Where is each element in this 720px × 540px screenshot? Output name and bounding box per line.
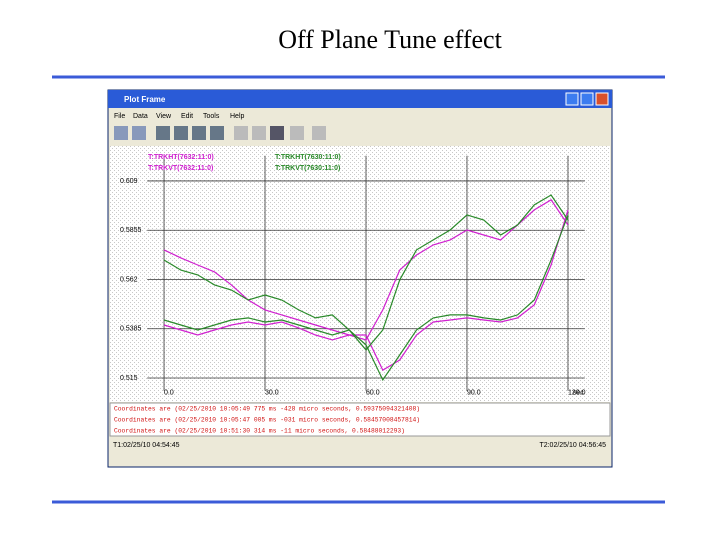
tool-button[interactable] (174, 126, 188, 140)
menu-item[interactable]: Edit (181, 113, 193, 120)
window: Plot Frame File Data View Edit Tools Hel… (107, 89, 613, 468)
maximize-button[interactable] (580, 92, 594, 106)
tool-button[interactable] (132, 126, 146, 140)
console-panel (109, 402, 611, 437)
x-tick-label: 60.0 (366, 389, 380, 396)
series-line (163, 209, 569, 371)
series-line (163, 198, 569, 341)
tool-button[interactable] (312, 126, 326, 140)
y-tick-label: 0.562 (120, 276, 138, 283)
legend-entry: T:TRKVT(7632:11:0) (148, 165, 213, 172)
tool-button[interactable] (234, 126, 248, 140)
menu-item[interactable]: View (156, 113, 172, 120)
x-tick-label: 90.0 (467, 389, 481, 396)
tool-button[interactable] (192, 126, 206, 140)
x-axis-label: sec (573, 389, 584, 396)
tool-button[interactable] (252, 126, 266, 140)
y-tick-label: 0.5385 (120, 326, 142, 333)
x-tick-label: 0.0 (164, 389, 174, 396)
chart: 0.515 0.5385 0.562 0.5855 0.609 0.0 30.0 60.0 90… (120, 154, 586, 397)
tool-button[interactable] (210, 126, 224, 140)
legend-entry: T:TRKVT(7630:11:0) (275, 165, 340, 172)
tool-button[interactable] (114, 126, 128, 140)
console-line: Coordinates are (02/25/2010 10:05:47 005… (114, 417, 420, 424)
menu-item[interactable]: Tools (203, 113, 220, 120)
menu-item[interactable]: Help (230, 113, 245, 120)
menu-item[interactable]: File (114, 113, 125, 120)
minimize-button[interactable] (565, 92, 579, 106)
menu-item[interactable]: Data (133, 113, 148, 120)
x-tick-label: 30.0 (265, 389, 279, 396)
console-line: Coordinates are (02/25/2010 10:05:49 775… (114, 406, 420, 413)
console-line: Coordinates are (02/25/2010 10:51:30 314… (114, 428, 405, 435)
plot-background (110, 146, 610, 402)
close-button[interactable] (595, 92, 609, 106)
window-title: Plot Frame (124, 95, 166, 104)
slide-title: Off Plane Tune effect (278, 25, 502, 54)
tool-button[interactable] (270, 126, 284, 140)
x-tick-label: 120.0 (568, 389, 586, 396)
tool-button[interactable] (290, 126, 304, 140)
series-line (163, 214, 569, 382)
y-tick-label: 0.609 (120, 178, 138, 185)
toolbar (114, 126, 326, 140)
status-left: T1:02/25/10 04:54:45 (113, 442, 180, 449)
y-tick-label: 0.515 (120, 375, 138, 382)
tool-button[interactable] (156, 126, 170, 140)
legend-entry: T:TRKHT(7630:11:0) (275, 154, 341, 161)
series-line (163, 194, 569, 351)
status-right: T2:02/25/10 04:56:45 (539, 442, 606, 449)
title-bar (108, 90, 612, 108)
legend-entry: T:TRKHT(7632:11:0) (148, 154, 214, 161)
y-tick-label: 0.5855 (120, 227, 142, 234)
